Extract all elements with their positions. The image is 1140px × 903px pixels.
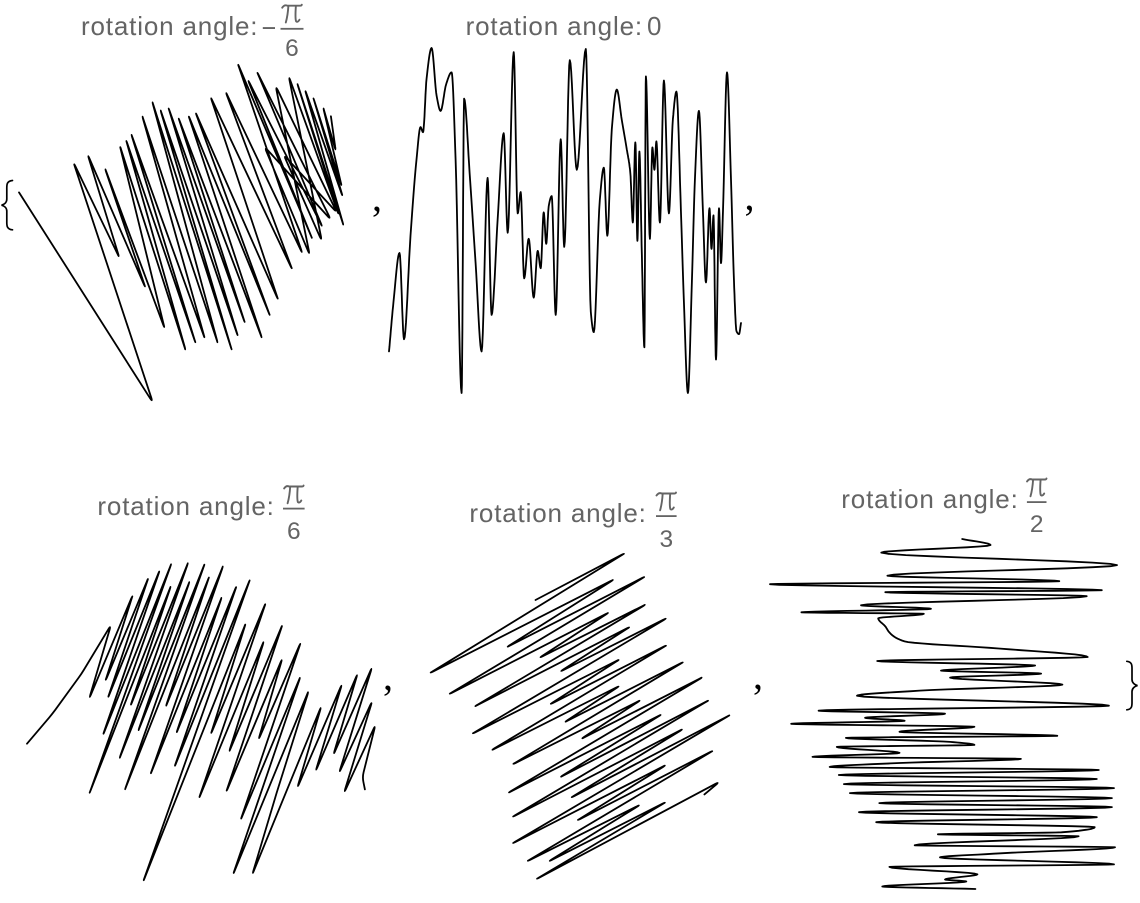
svg-text:rotation angle:: rotation angle: [81,11,258,41]
svg-text:rotation angle:: rotation angle: [97,491,274,521]
svg-text:6: 6 [287,518,301,545]
svg-text:,: , [383,654,393,699]
svg-text:2: 2 [1030,511,1044,538]
svg-text:rotation angle:: rotation angle: [841,484,1018,514]
svg-text:,: , [372,175,382,220]
svg-text:rotation angle:: rotation angle: [466,11,642,41]
svg-text:0: 0 [647,11,661,41]
svg-text:3: 3 [659,526,673,553]
svg-text:,: , [745,174,755,219]
svg-text:,: , [753,653,763,698]
svg-text:6: 6 [285,35,299,62]
svg-text:rotation angle:: rotation angle: [469,498,646,528]
